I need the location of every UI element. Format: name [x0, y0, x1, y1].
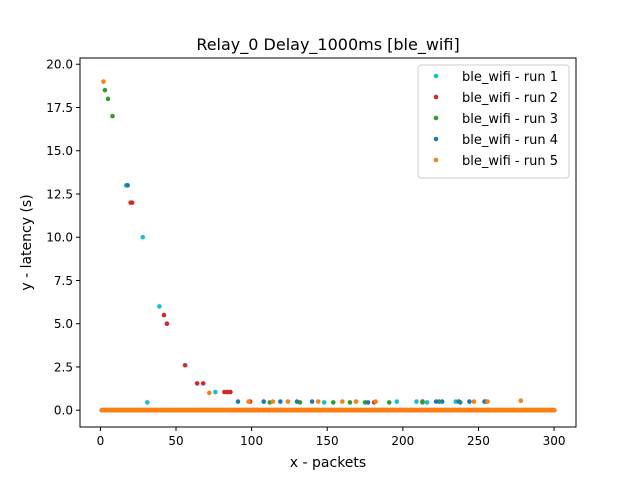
data-point	[394, 399, 400, 404]
data-point	[433, 399, 439, 404]
x-axis-label: x - packets	[290, 455, 366, 471]
legend-label: ble_wifi - run 4	[462, 133, 558, 148]
data-point	[485, 399, 490, 404]
data-point	[235, 399, 241, 404]
data-point	[129, 200, 135, 205]
data-point	[294, 399, 300, 404]
legend-item: ble_wifi - run 2	[433, 91, 558, 106]
data-point	[105, 96, 111, 102]
legend-item: ble_wifi - run 5	[433, 154, 558, 169]
series-2	[128, 200, 425, 405]
legend-label: ble_wifi - run 2	[462, 91, 558, 106]
data-point	[285, 399, 291, 404]
data-point	[200, 381, 206, 386]
data-point	[125, 183, 130, 188]
legend-item: ble_wifi - run 1	[433, 70, 558, 85]
data-point	[518, 398, 524, 404]
x-tick-label: 200	[391, 434, 414, 448]
data-point	[424, 400, 430, 405]
legend-label: ble_wifi - run 3	[462, 112, 558, 127]
legend-marker	[433, 136, 439, 142]
data-point	[278, 399, 283, 404]
data-point	[140, 234, 146, 240]
data-point	[144, 400, 150, 405]
series-5	[101, 79, 524, 404]
data-point	[386, 400, 392, 405]
legend-frame	[417, 64, 570, 179]
legend-marker	[433, 157, 439, 163]
x-tick-label: 100	[240, 434, 263, 448]
data-point	[456, 399, 462, 404]
legend-label: ble_wifi - run 5	[462, 154, 558, 169]
data-point	[471, 399, 477, 404]
y-tick-label: 20.0	[46, 58, 73, 72]
data-point	[182, 362, 188, 368]
data-point	[206, 390, 212, 396]
axes: 0 50 100 150 200 250 300 0.0 2.5 5.0 7.5 10.0 12.5 15…	[46, 58, 565, 448]
y-axis-label: y - latency (s)	[19, 194, 35, 290]
data-point	[101, 79, 106, 84]
data-point	[439, 399, 445, 404]
legend-item: ble_wifi - run 4	[433, 133, 558, 148]
plot-area-frame	[79, 57, 577, 428]
data-point	[353, 399, 359, 404]
y-tick-label: 15.0	[46, 144, 73, 158]
y-tick-label: 10.0	[46, 231, 73, 245]
data-point	[551, 407, 557, 413]
data-point	[261, 399, 267, 404]
data-point	[365, 400, 371, 405]
data-point	[157, 304, 162, 309]
data-point	[321, 400, 327, 405]
data-point	[161, 312, 167, 318]
data-points	[99, 79, 557, 413]
series-5-baseline	[99, 407, 557, 413]
series-4	[125, 183, 487, 405]
data-point	[102, 87, 108, 93]
x-tick-label: 300	[543, 434, 566, 448]
data-point	[309, 399, 315, 404]
data-point	[194, 381, 200, 386]
data-point	[270, 399, 276, 404]
data-point	[414, 399, 419, 404]
chart-title: Relay_0 Delay_1000ms [ble_wifi]	[196, 35, 459, 55]
x-tick-label: 50	[168, 434, 183, 448]
y-tick-label: 12.5	[46, 187, 73, 201]
y-tick-label: 0.0	[54, 404, 73, 418]
legend-marker	[433, 115, 439, 121]
data-point	[420, 400, 425, 405]
data-point	[110, 113, 115, 119]
y-tick-label: 7.5	[54, 274, 73, 288]
x-tick-label: 250	[467, 434, 490, 448]
y-tick-label: 17.5	[46, 101, 73, 115]
data-point	[373, 399, 378, 404]
data-point	[213, 389, 218, 395]
x-tick-label: 150	[316, 434, 339, 448]
legend-marker	[433, 94, 439, 100]
data-point	[330, 400, 336, 405]
legend-item: ble_wifi - run 3	[433, 112, 558, 127]
x-tick-label: 0	[97, 434, 105, 448]
data-point	[228, 389, 233, 395]
data-point	[164, 321, 170, 327]
data-point	[467, 399, 472, 404]
y-tick-label: 5.0	[54, 317, 73, 331]
data-point	[340, 399, 345, 404]
y-tick-label: 2.5	[54, 360, 73, 374]
legend-marker	[433, 73, 439, 79]
data-point	[347, 400, 353, 405]
data-point	[246, 399, 251, 404]
legend: ble_wifi - run 1 ble_wifi - run 2 ble_wifi…	[417, 64, 570, 179]
legend-label: ble_wifi - run 1	[462, 70, 558, 85]
data-point	[315, 399, 321, 404]
